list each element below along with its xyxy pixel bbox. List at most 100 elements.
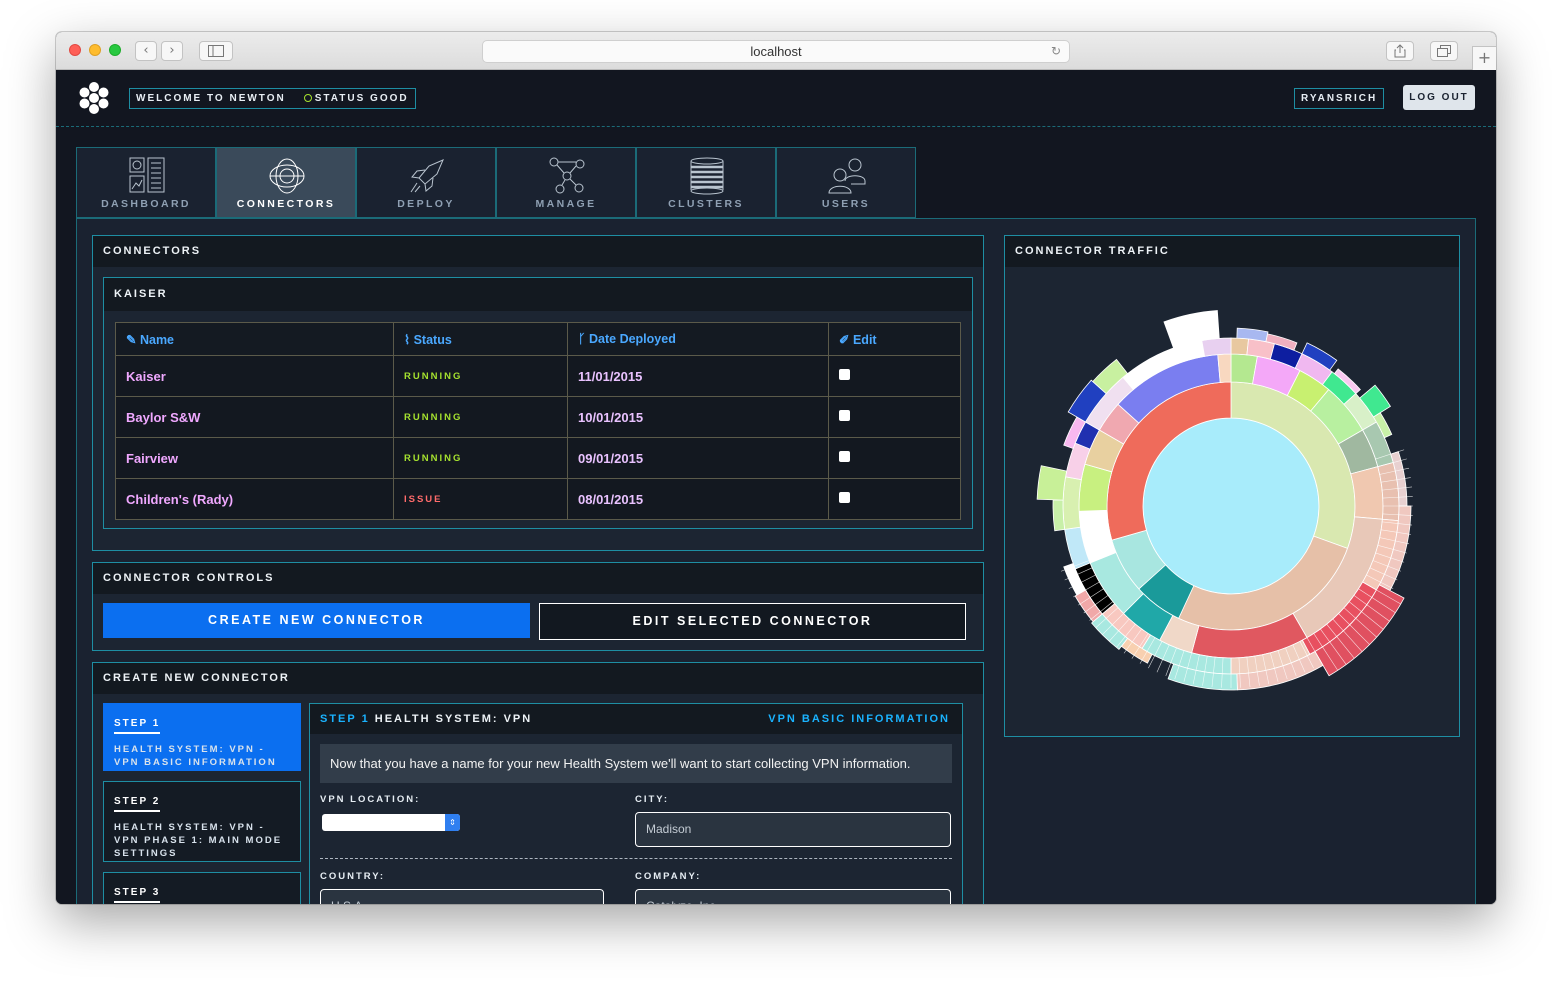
edit-checkbox[interactable] <box>839 451 850 462</box>
username-badge[interactable]: RYANSRICH <box>1294 88 1385 109</box>
sunburst-divider <box>1375 449 1405 460</box>
create-connector-button[interactable]: CREATE NEW CONNECTOR <box>103 603 530 638</box>
sunburst-divider <box>1369 567 1398 581</box>
sunburst-ring2-segment[interactable] <box>1217 353 1232 383</box>
step-3[interactable]: STEP 3 <box>103 872 301 904</box>
sunburst-center[interactable] <box>1142 417 1320 595</box>
connector-traffic-panel: CONNECTOR TRAFFIC <box>1004 235 1460 737</box>
newton-app: WELCOME TO NEWTON STATUS GOOD RYANSRICH L… <box>56 70 1496 904</box>
sunburst-ring3-segment[interactable] <box>1201 337 1232 357</box>
table-row[interactable]: Children's (Rady) ISSUE 08/01/2015 <box>115 478 961 520</box>
column-edit-label: Edit <box>852 332 877 347</box>
zoom-window-button[interactable] <box>109 44 121 56</box>
column-header-status[interactable]: ⌇ Status <box>393 322 568 356</box>
tab-dashboard[interactable]: DASHBOARD <box>76 147 216 218</box>
sunburst-divider <box>1102 613 1124 635</box>
form-step-label: STEP 1 <box>320 713 370 725</box>
sunburst-divider <box>1156 644 1170 673</box>
traffic-sunburst[interactable] <box>1005 267 1459 736</box>
sunburst-divider <box>1270 652 1279 682</box>
new-tab-icon[interactable]: + <box>1472 46 1496 70</box>
edit-checkbox[interactable] <box>839 492 850 503</box>
sunburst-ring3-segment[interactable] <box>1230 337 1250 356</box>
status-dot-icon <box>303 93 312 102</box>
minimize-window-button[interactable] <box>89 44 101 56</box>
column-header-name[interactable]: ✎ Name <box>115 322 394 356</box>
table-row[interactable]: Baylor S&W RUNNING 10/01/2015 <box>115 396 961 438</box>
sunburst-divider <box>1379 467 1410 475</box>
sunburst-outer-segment[interactable] <box>1092 358 1129 395</box>
vpn-location-select[interactable]: ⇕ <box>322 814 460 831</box>
url-text: localhost <box>750 44 802 59</box>
step-2[interactable]: STEP 2 HEALTH SYSTEM: VPN - VPN PHASE 1:… <box>103 781 301 862</box>
connector-name: Children's (Rady) <box>115 478 394 520</box>
edit-checkbox[interactable] <box>839 369 850 380</box>
group-title: KAISER <box>104 278 972 311</box>
company-input[interactable]: Catalyze, Inc. <box>635 889 951 904</box>
sunburst-divider <box>1358 588 1396 614</box>
forward-button[interactable]: › <box>161 41 183 61</box>
sunburst-ring3-segment[interactable] <box>1062 476 1082 530</box>
tab-connectors[interactable]: CONNECTORS <box>216 147 356 218</box>
table-header-row: ✎ Name ⌇ Status ᚴ Date Deployed ✐ Edit <box>115 322 961 356</box>
sunburst-divider <box>1123 628 1142 654</box>
sunburst-divider <box>1320 628 1347 665</box>
tabs-overview-icon[interactable] <box>1430 41 1458 61</box>
table-row[interactable]: Fairview RUNNING 09/01/2015 <box>115 437 961 479</box>
welcome-text: WELCOME TO NEWTON <box>136 93 286 104</box>
sunburst-ring2-segment[interactable] <box>1350 466 1384 520</box>
city-input[interactable]: Madison <box>635 812 951 847</box>
reload-icon[interactable]: ↻ <box>1050 44 1061 58</box>
step-1[interactable]: STEP 1 HEALTH SYSTEM: VPN - VPN BASIC IN… <box>103 703 301 771</box>
connector-date: 09/01/2015 <box>567 437 829 479</box>
back-button[interactable]: ‹ <box>135 41 157 61</box>
status-text: STATUS GOOD <box>314 93 409 104</box>
sidebar-toggle-icon[interactable] <box>199 41 233 61</box>
step-description: HEALTH SYSTEM: VPN - VPN BASIC INFORMATI… <box>114 744 277 768</box>
sunburst-outer-segment[interactable] <box>1265 333 1298 351</box>
share-icon[interactable] <box>1386 41 1414 61</box>
sunburst-divider <box>1382 521 1413 526</box>
tab-clusters[interactable]: CLUSTERS <box>636 147 776 218</box>
sunburst-outer-segment[interactable] <box>1036 465 1068 501</box>
address-bar[interactable]: localhost ↻ <box>482 40 1070 63</box>
sunburst-divider <box>1382 496 1413 499</box>
column-date-label: Date Deployed <box>589 332 676 346</box>
tab-manage[interactable]: MANAGE <box>496 147 636 218</box>
edit-connector-button[interactable]: EDIT SELECTED CONNECTOR <box>539 603 966 640</box>
main-content: CONNECTORS KAISER ✎ Name ⌇ Status ᚴ Date… <box>76 218 1476 904</box>
sunburst-outer-segment[interactable] <box>1052 499 1066 532</box>
column-status-label: Status <box>413 332 452 347</box>
sunburst-divider <box>1183 652 1192 682</box>
sunburst-outer-segment[interactable] <box>1167 663 1238 691</box>
sunburst-ring2-segment[interactable] <box>1078 463 1113 512</box>
table-row[interactable]: Kaiser RUNNING 11/01/2015 <box>115 355 961 397</box>
sunburst-outer-segment[interactable] <box>1333 368 1361 395</box>
tab-deploy[interactable]: DEPLOY <box>356 147 496 218</box>
sunburst-divider <box>1313 633 1339 671</box>
connector-name: Kaiser <box>115 355 394 397</box>
connector-status: RUNNING <box>393 355 568 397</box>
sunburst-outer-segment[interactable] <box>1372 412 1393 439</box>
tab-label: USERS <box>821 198 871 210</box>
logout-button[interactable]: LOG OUT <box>1403 85 1475 110</box>
column-header-edit[interactable]: ✐ Edit <box>828 322 961 356</box>
controls-title: CONNECTOR CONTROLS <box>93 563 983 594</box>
sunburst-outer-segment[interactable] <box>1063 562 1087 596</box>
edit-checkbox[interactable] <box>839 410 850 421</box>
browser-chrome: ‹ › localhost ↻ + <box>56 32 1496 70</box>
sunburst-outer-segment[interactable] <box>1301 342 1338 371</box>
country-input[interactable]: U.S.A. <box>320 889 604 904</box>
sunburst-divider <box>1362 581 1401 605</box>
tab-users[interactable]: USERS <box>776 147 916 218</box>
close-window-button[interactable] <box>69 44 81 56</box>
sunburst-outer-segment[interactable] <box>1163 310 1220 349</box>
edit-cell <box>828 437 961 479</box>
column-header-date[interactable]: ᚴ Date Deployed <box>567 322 829 356</box>
connector-name: Fairview <box>115 437 394 479</box>
sunburst-divider <box>1375 552 1405 563</box>
sunburst-divider <box>1382 513 1413 516</box>
connector-date: 10/01/2015 <box>567 396 829 438</box>
chart-line-icon: ⌇ <box>404 332 411 347</box>
traffic-title: CONNECTOR TRAFFIC <box>1005 236 1459 267</box>
